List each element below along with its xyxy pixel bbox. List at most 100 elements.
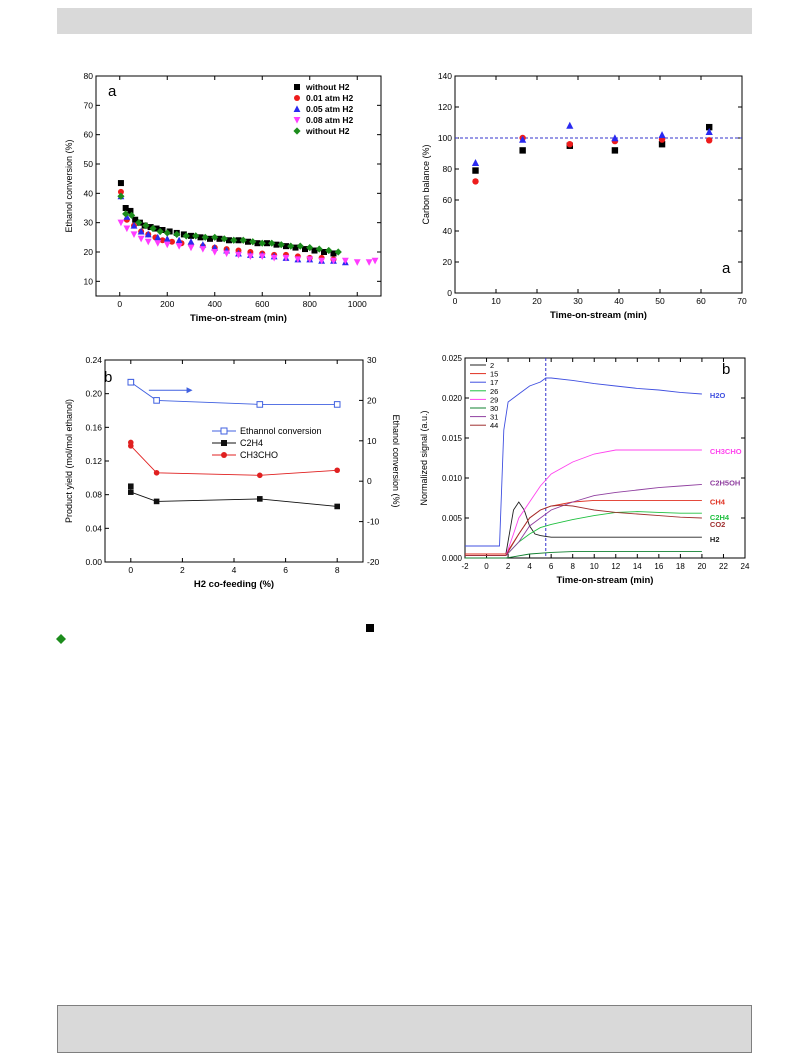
y-tick-label: 0.015 [442,434,463,443]
data-point [137,227,145,235]
series-0 [127,378,341,408]
data-point [353,259,361,266]
y-tick-label: 100 [438,133,452,143]
panel-label: a [108,83,117,100]
chart-ethanol-conversion-vs-time: 0 200 400 600 800 1000 10 20 30 40 50 60 70 80 Time-on… [60,68,390,328]
green-diamond-icon [56,634,66,644]
x-axis-label: Time-on-stream (min) [557,575,654,586]
data-point [201,233,209,241]
x-tick-label: 16 [654,562,663,571]
x-tick-label: 8 [335,565,340,575]
data-point [128,211,136,219]
data-point [333,401,341,408]
panel-label: b [104,369,112,386]
chart-normalized-signal: -2 0 2 4 6 8 10 12 14 16 18 20 22 24 0.000 0.005 0.010 0.… [410,350,755,600]
curve-label: C2H5OH [710,478,740,487]
data-point [127,207,134,214]
data-point [239,236,247,244]
plot-frame [464,357,746,559]
data-point [132,216,139,223]
series-1 [128,483,340,510]
data-point [117,180,124,187]
data-point [147,224,154,231]
data-point [658,141,666,148]
data-point [245,238,251,245]
data-point [258,253,266,260]
y2-tick-label: -10 [367,517,380,527]
y2-tick-label: -20 [367,557,380,567]
x-tick-label: 22 [719,562,728,571]
data-point [173,230,181,238]
x-tick-label: 0 [484,562,489,571]
series-4 [117,192,342,256]
data-point [294,256,302,263]
curve-label: H2O [710,391,726,400]
data-point [153,469,160,476]
legend-entry: 2 [490,361,494,370]
curve-label: CO2 [710,520,725,529]
y-tick-label: 120 [438,102,452,112]
series-0 [117,180,337,257]
series-5 [465,551,702,559]
series-line [130,442,338,476]
data-point [365,259,373,266]
y-tick-label: 0.08 [85,490,102,500]
data-point [144,230,152,238]
data-point [226,237,232,244]
series-1 [472,134,713,185]
chart-svg: 0 2 4 6 8 0.00 0.04 0.08 0.12 0.16 0.20 0.24 -20 -10 0… [64,355,401,590]
x-tick-label: 0 [117,299,122,309]
legend: without H20.01 atm H20.05 atm H20.08 atm… [293,82,354,136]
legend-marker [294,84,300,90]
legend-marker [221,440,227,446]
y-tick-label: 40 [443,226,453,236]
data-point [211,233,219,241]
data-point [471,159,480,166]
data-point [472,178,479,185]
legend-marker [293,127,301,135]
data-point [220,235,228,243]
footer-bar [57,1005,752,1053]
y-tick-label: 0.010 [442,474,463,483]
data-point [315,245,323,253]
legend-entry: CH3CHO [240,450,278,460]
y-axis-label: Ethanol conversion (%) [64,139,74,232]
data-point [321,249,327,255]
data-point [257,496,263,502]
data-point [128,489,134,495]
legend-marker [294,95,300,101]
data-point [287,242,295,250]
data-point [330,257,337,265]
y2-tick-label: 10 [367,436,377,446]
y-tick-label: 40 [84,188,94,198]
x-tick-label: 24 [741,562,750,571]
data-point [472,167,479,174]
data-point [283,243,289,250]
data-point [296,242,304,250]
data-point [130,222,138,229]
legend-marker [293,117,301,124]
data-point [117,188,124,195]
data-point [371,257,379,265]
x-tick-label: 200 [160,299,174,309]
legend-marker [221,452,227,458]
data-point [127,378,135,386]
data-point [199,241,207,248]
data-point [130,231,138,238]
y-axis-label: Product yield (mol/mol ethanol) [64,399,74,523]
data-point [706,137,713,144]
x-tick-label: 50 [655,296,665,306]
x-tick-label: 0 [453,296,458,306]
y-tick-label: 140 [438,71,452,81]
x-tick-label: 10 [491,296,501,306]
data-point [611,134,619,142]
chart-svg: 0 200 400 600 800 1000 10 20 30 40 50 60 70 80 Time-on… [64,71,382,324]
y-tick-label: 10 [84,276,94,286]
data-point [341,257,349,265]
data-point [306,256,314,263]
x-tick-label: 18 [676,562,685,571]
y-tick-label: 20 [443,257,453,267]
series-7 [465,504,702,557]
x-tick-label: 2 [506,562,511,571]
data-point [223,250,231,258]
